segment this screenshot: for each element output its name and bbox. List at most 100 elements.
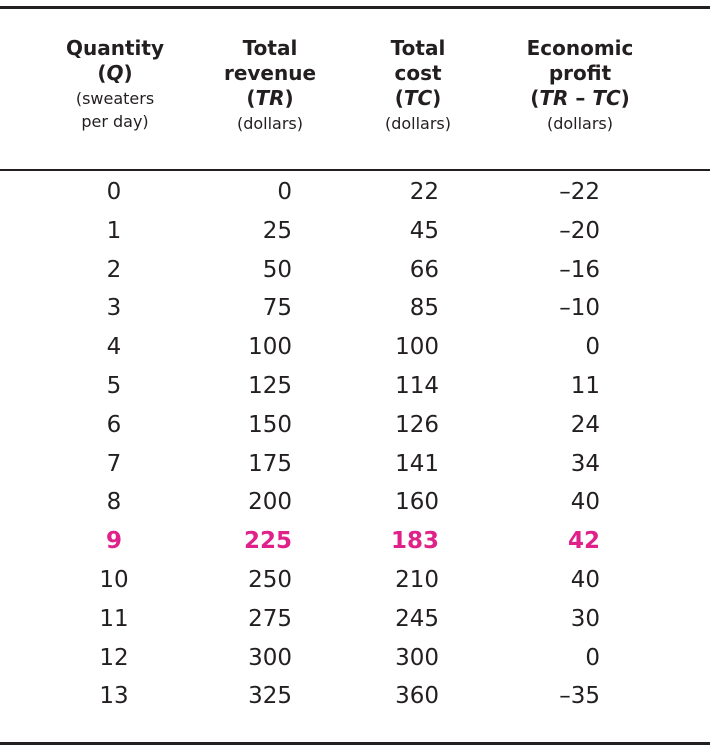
table-row: 0 0 22 –22 xyxy=(0,173,710,211)
cell-tr: 50 xyxy=(262,256,292,283)
cell-profit: 0 xyxy=(585,334,600,361)
table-top-rule xyxy=(0,6,710,9)
header-line: Total xyxy=(242,36,298,60)
cell-tr: 125 xyxy=(248,373,292,399)
paren: ( xyxy=(97,61,107,85)
header-divider-rule xyxy=(0,169,710,171)
table-row: 9 225 183 42 xyxy=(0,522,710,560)
cell-tr: 25 xyxy=(262,217,292,244)
cell-q: 13 xyxy=(99,683,129,710)
table-row: 13 325 360 –35 xyxy=(0,677,710,715)
cell-tr: 100 xyxy=(248,334,292,361)
table-row: 6 150 126 24 xyxy=(0,406,710,444)
cell-profit: 40 xyxy=(570,489,600,516)
table-row: 1 25 45 –20 xyxy=(0,212,710,250)
cell-tc: 100 xyxy=(395,334,439,361)
cell-profit: 11 xyxy=(570,373,600,399)
cell-tc: 183 xyxy=(390,528,439,555)
cell-tr: 75 xyxy=(262,295,292,322)
table-bottom-rule xyxy=(0,742,710,745)
variable-symbol: Q xyxy=(106,61,124,85)
variable-symbol: TC xyxy=(403,86,433,110)
cell-profit: 24 xyxy=(570,411,600,438)
cell-tc: 45 xyxy=(409,217,439,244)
table-row: 10 250 210 40 xyxy=(0,561,710,599)
header-line: profit xyxy=(548,61,612,85)
cell-profit: 34 xyxy=(570,450,600,477)
cell-profit: 30 xyxy=(570,605,600,632)
variable-symbol: TR xyxy=(539,86,569,110)
cell-tr: 200 xyxy=(248,489,292,516)
cell-q: 12 xyxy=(99,644,129,671)
header-unit-line: (dollars) xyxy=(546,114,614,133)
paren: ) xyxy=(123,61,133,85)
cell-profit: 40 xyxy=(570,567,600,593)
header-line: revenue xyxy=(223,61,317,85)
paren: ) xyxy=(432,86,442,110)
column-header-total-revenue: Total revenue (TR) (dollars) xyxy=(195,36,345,135)
header-line: Economic xyxy=(526,36,634,60)
cell-tr: 225 xyxy=(243,528,292,555)
cell-q: 6 xyxy=(106,411,122,438)
cell-tr: 175 xyxy=(248,450,292,477)
cell-profit: –20 xyxy=(559,217,600,244)
cell-tc: 22 xyxy=(409,179,439,205)
header-line: (TR – TC) xyxy=(495,86,665,111)
cell-tc: 245 xyxy=(395,605,439,632)
header-line: (TC) xyxy=(343,86,493,111)
cell-tc: 360 xyxy=(395,683,439,710)
paren: ) xyxy=(620,86,630,110)
paren: ( xyxy=(246,86,256,110)
header-line: (Q) xyxy=(40,61,190,86)
cell-q: 5 xyxy=(106,373,122,399)
cell-profit: –10 xyxy=(559,295,600,322)
header-unit-line: (dollars) xyxy=(384,114,452,133)
cell-q: 2 xyxy=(106,256,122,283)
cell-tc: 160 xyxy=(395,489,439,516)
table-row: 11 275 245 30 xyxy=(0,600,710,638)
header-unit-line: (sweaters xyxy=(75,89,155,108)
cell-profit: –35 xyxy=(559,683,600,710)
header-line: cost xyxy=(394,61,442,85)
header-line: Total xyxy=(390,36,446,60)
cell-tr: 275 xyxy=(248,605,292,632)
cell-q: 8 xyxy=(106,489,122,516)
table-row: 7 175 141 34 xyxy=(0,445,710,483)
cell-q: 0 xyxy=(106,179,122,205)
cell-q: 10 xyxy=(99,567,129,593)
table-row: 8 200 160 40 xyxy=(0,483,710,521)
table-row: 4 100 100 0 xyxy=(0,328,710,366)
cell-q: 3 xyxy=(106,295,122,322)
cell-profit: –22 xyxy=(559,179,600,205)
table-row: 5 125 114 11 xyxy=(0,367,710,405)
header-unit-line: per day) xyxy=(81,112,149,131)
cell-tc: 210 xyxy=(395,567,439,593)
header-unit-line: (dollars) xyxy=(236,114,304,133)
column-header-economic-profit: Economic profit (TR – TC) (dollars) xyxy=(495,36,665,135)
cell-tr: 0 xyxy=(277,179,292,205)
variable-symbol: TC xyxy=(592,86,621,110)
cell-tr: 300 xyxy=(248,644,292,671)
paren: ) xyxy=(284,86,294,110)
table-row: 12 300 300 0 xyxy=(0,639,710,677)
header-line: (TR) xyxy=(195,86,345,111)
header-line: Quantity xyxy=(66,36,164,60)
cell-tc: 66 xyxy=(409,256,439,283)
cell-tc: 126 xyxy=(395,411,439,438)
column-header-total-cost: Total cost (TC) (dollars) xyxy=(343,36,493,135)
cell-profit: 0 xyxy=(585,644,600,671)
table-row: 3 75 85 –10 xyxy=(0,289,710,327)
minus-sign: – xyxy=(568,86,593,110)
paren: ( xyxy=(530,86,540,110)
cell-q: 11 xyxy=(99,605,129,632)
cell-q: 9 xyxy=(105,528,122,555)
cell-q: 1 xyxy=(106,217,122,244)
cell-tc: 141 xyxy=(395,450,439,477)
cell-tc: 114 xyxy=(395,373,439,399)
cell-tr: 150 xyxy=(248,411,292,438)
cell-q: 7 xyxy=(106,450,122,477)
cell-profit: 42 xyxy=(567,528,600,555)
cell-tr: 250 xyxy=(248,567,292,593)
cell-profit: –16 xyxy=(559,256,600,283)
table-row: 2 50 66 –16 xyxy=(0,251,710,289)
